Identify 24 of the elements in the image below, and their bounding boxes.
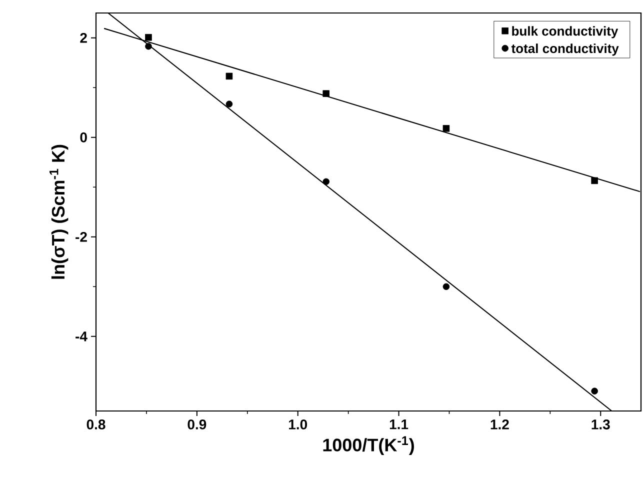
point	[591, 388, 598, 394]
y-tick-label: 0	[80, 132, 87, 142]
point	[322, 178, 330, 186]
point	[145, 34, 152, 41]
x-tick-label: 1.2	[490, 420, 509, 430]
point	[226, 100, 233, 108]
x-tick-label: 1.1	[390, 420, 408, 430]
point	[442, 283, 450, 290]
legend-label: bulk conductivity	[512, 26, 618, 38]
x-tick-label: 1.0	[288, 420, 308, 430]
point	[591, 177, 598, 184]
y-tick-label: -2	[76, 232, 87, 242]
point	[442, 125, 450, 132]
point	[145, 42, 152, 50]
point	[322, 90, 330, 97]
x-tick-label: 0.9	[188, 420, 206, 430]
x-axis-title: 1000/T(K$^{-1}$)	[323, 436, 414, 455]
legend-label: total conductivity	[511, 44, 619, 56]
y-tick-label: 2	[80, 32, 87, 43]
y-axis-title: ln(σT) (Scm$^{-1}$ K)	[50, 144, 68, 279]
point	[226, 72, 233, 80]
x-tick-label: 1.3	[592, 420, 610, 430]
y-tick-label: -4	[76, 332, 88, 342]
x-tick-label: 0.8	[86, 420, 106, 430]
